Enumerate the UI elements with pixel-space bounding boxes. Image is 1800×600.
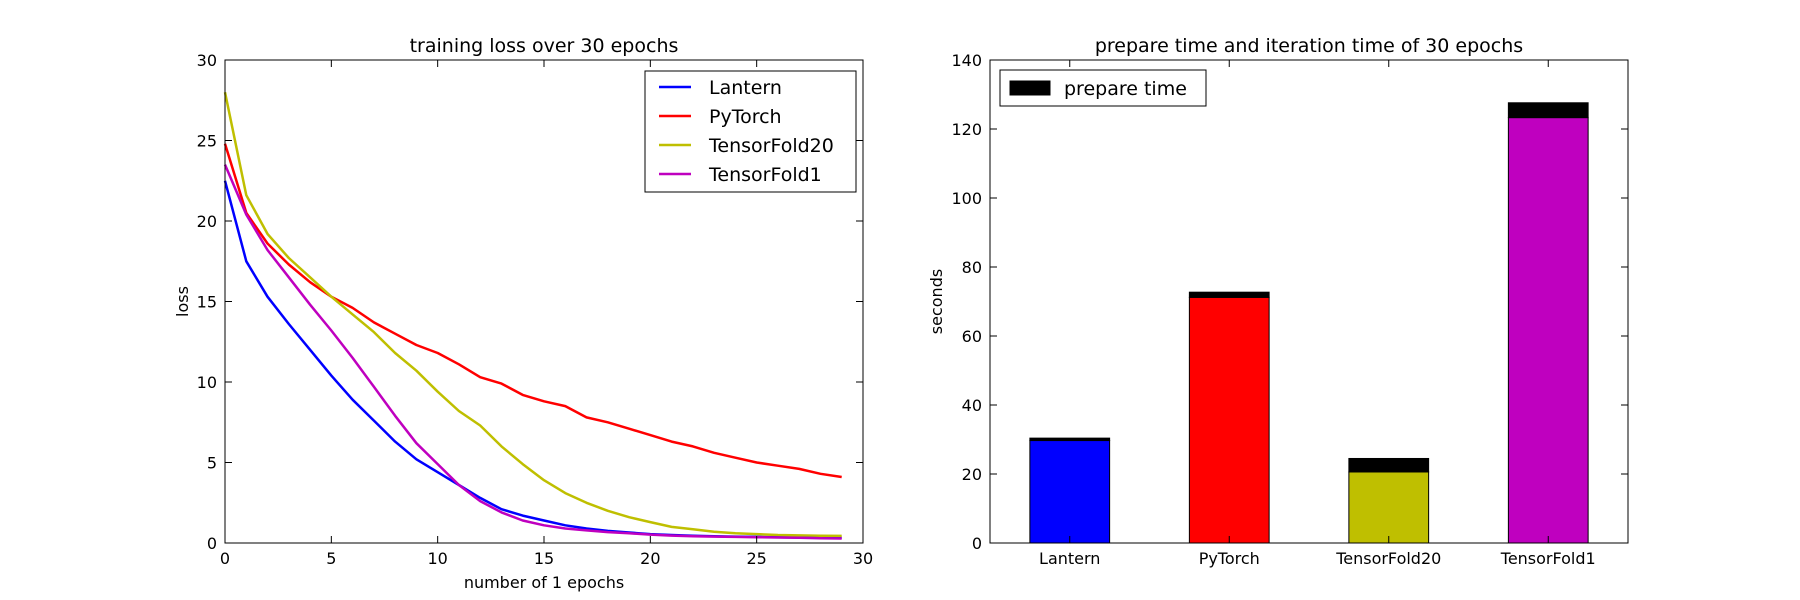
bar-prepare-tensorfold20 bbox=[1348, 457, 1430, 473]
legend-box bbox=[644, 70, 857, 193]
legend-box bbox=[999, 69, 1207, 107]
x-tick-label: 30 bbox=[853, 549, 873, 568]
x-tick-label: 0 bbox=[220, 549, 230, 568]
plot-frame bbox=[989, 59, 1629, 544]
x-category-label: PyTorch bbox=[1199, 549, 1260, 568]
bar-prepare-lantern bbox=[1029, 437, 1111, 442]
y-tick-label: 100 bbox=[951, 189, 982, 208]
x-category-label: TensorFold1 bbox=[1500, 549, 1596, 568]
bar-prepare-pytorch bbox=[1188, 291, 1270, 298]
bar-iteration-tensorfold20 bbox=[1348, 471, 1430, 544]
legend-label-tensorfold1: TensorFold1 bbox=[708, 164, 822, 186]
legend-label-tensorfold20: TensorFold20 bbox=[708, 135, 834, 157]
bar-iteration-lantern bbox=[1029, 440, 1111, 544]
y-tick-label: 80 bbox=[962, 258, 982, 277]
y-tick-label: 120 bbox=[951, 120, 982, 139]
x-tick-label: 15 bbox=[534, 549, 554, 568]
series-line-tensorfold1 bbox=[223, 164, 842, 540]
bar-iteration-tensorfold1 bbox=[1507, 117, 1589, 544]
loss-line-chart: 0 5 10 15 20 25 30 0 5 10 15 20 25 30 training loss ov… bbox=[173, 35, 873, 592]
y-tick-label: 60 bbox=[962, 327, 982, 346]
bar-prepare-tensorfold1 bbox=[1507, 102, 1589, 119]
y-tick-label: 0 bbox=[207, 534, 217, 553]
legend-label-pytorch: PyTorch bbox=[709, 106, 782, 128]
time-bar-chart: Lantern PyTorch TensorFold20 TensorFold1 0 20… bbox=[927, 35, 1629, 568]
series-line-lantern bbox=[223, 180, 842, 540]
y-axis-label: seconds bbox=[927, 269, 946, 334]
series-line-tensorfold20 bbox=[223, 91, 842, 538]
x-axis-label: number of 1 epochs bbox=[464, 573, 624, 592]
y-tick-label: 10 bbox=[197, 373, 217, 392]
y-tick-label: 0 bbox=[972, 534, 982, 553]
y-tick-label: 140 bbox=[951, 51, 982, 70]
y-tick-label: 20 bbox=[197, 212, 217, 231]
y-tick-label: 30 bbox=[197, 51, 217, 70]
chart-title: prepare time and iteration time of 30 ep… bbox=[1095, 35, 1523, 57]
bars-group bbox=[1029, 102, 1589, 544]
legend: prepare time bbox=[999, 69, 1207, 107]
legend-label-prepare-time: prepare time bbox=[1064, 78, 1187, 100]
y-tick-label: 5 bbox=[207, 454, 217, 473]
x-tick-label: 5 bbox=[326, 549, 336, 568]
x-tick-label: 10 bbox=[427, 549, 447, 568]
y-tick-label: 40 bbox=[962, 396, 982, 415]
bar-iteration-pytorch bbox=[1188, 296, 1270, 544]
legend-label-lantern: Lantern bbox=[709, 77, 782, 99]
y-tick-label: 15 bbox=[197, 293, 217, 312]
line-series-group bbox=[223, 91, 842, 540]
y-tick-label: 20 bbox=[962, 465, 982, 484]
x-tick-label: 20 bbox=[640, 549, 660, 568]
chart-title: training loss over 30 epochs bbox=[410, 35, 679, 57]
series-line-pytorch bbox=[223, 143, 842, 479]
y-tick-label: 25 bbox=[197, 132, 217, 151]
legend: Lantern PyTorch TensorFold20 TensorFold1 bbox=[644, 70, 857, 193]
x-category-label: Lantern bbox=[1039, 549, 1100, 568]
legend-swatch-prepare-time bbox=[1009, 80, 1051, 96]
y-axis-label: loss bbox=[173, 286, 192, 317]
x-category-label: TensorFold20 bbox=[1335, 549, 1441, 568]
x-tick-label: 25 bbox=[746, 549, 766, 568]
